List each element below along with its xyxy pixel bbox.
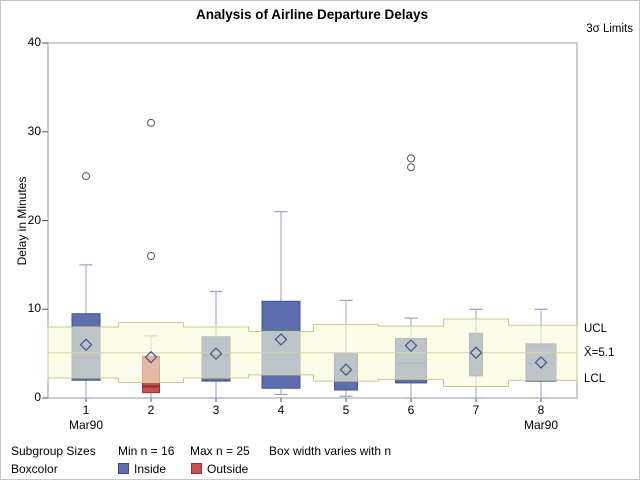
y-tick-label: 30 — [27, 123, 41, 138]
mean-diamond — [209, 347, 223, 360]
y-tick-label: 10 — [27, 301, 41, 316]
mean-diamond — [339, 363, 353, 376]
x-tick-label: 8 — [537, 403, 545, 417]
mean-diamond — [469, 346, 483, 360]
mean-diamond — [404, 339, 418, 352]
outlier-point — [147, 118, 155, 127]
mean-diamond — [144, 350, 158, 364]
ucl-label: UCL — [584, 323, 608, 335]
outside-color-swatch — [191, 463, 202, 474]
center-line-label: X̄=5.1 — [584, 347, 615, 359]
x-tick-label: 4 — [277, 403, 285, 417]
mean-diamond — [274, 333, 288, 346]
legend-min-n: Min n = 16 — [118, 444, 175, 458]
sigma-limits-label: 3σ Limits — [586, 23, 633, 35]
x-date-sublabel: Mar90 — [68, 418, 103, 432]
x-tick-label: 7 — [472, 403, 480, 417]
sigma-limit-band — [47, 318, 578, 387]
mean-diamond — [79, 338, 93, 352]
x-tick-label: 2 — [147, 403, 155, 417]
legend-subgroup-sizes-label: Subgroup Sizes — [11, 444, 96, 458]
legend-max-n: Max n = 25 — [190, 444, 250, 458]
legend-outside-label: Outside — [207, 462, 249, 476]
outlier-point — [407, 163, 415, 172]
y-tick-label: 20 — [27, 212, 41, 227]
inside-color-swatch — [118, 463, 129, 474]
x-date-sublabel: Mar90 — [523, 418, 558, 432]
x-tick-label: 6 — [407, 403, 415, 417]
x-tick-label: 3 — [212, 403, 220, 417]
outlier-point — [407, 154, 415, 163]
legend-box-width-note: Box width varies with n — [269, 444, 392, 458]
outlier-point — [82, 172, 90, 181]
mean-diamond — [534, 356, 548, 369]
legend-inside-label: Inside — [134, 462, 167, 476]
legend-boxcolor-label: Boxcolor — [11, 462, 58, 476]
x-tick-label: 5 — [342, 403, 350, 417]
x-tick-label: 1 — [82, 403, 90, 417]
chart-title: Analysis of Airline Departure Delays — [195, 7, 429, 22]
lcl-label: LCL — [584, 373, 606, 385]
outlier-point — [147, 252, 155, 260]
y-tick-label: 0 — [34, 390, 41, 404]
y-tick-label: 40 — [27, 35, 41, 49]
